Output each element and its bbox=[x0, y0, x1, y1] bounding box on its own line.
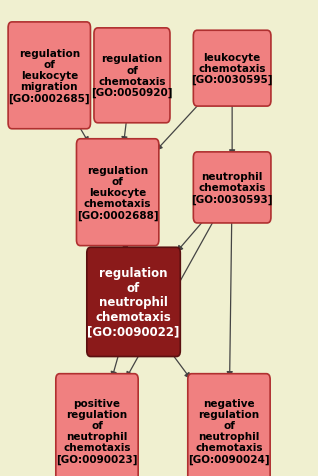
Text: regulation
of
leukocyte
migration
[GO:0002685]: regulation of leukocyte migration [GO:00… bbox=[9, 49, 90, 104]
Text: regulation
of
leukocyte
chemotaxis
[GO:0002688]: regulation of leukocyte chemotaxis [GO:0… bbox=[77, 165, 158, 220]
Text: leukocyte
chemotaxis
[GO:0030595]: leukocyte chemotaxis [GO:0030595] bbox=[191, 53, 273, 85]
Text: neutrophil
chemotaxis
[GO:0030593]: neutrophil chemotaxis [GO:0030593] bbox=[191, 172, 273, 204]
FancyBboxPatch shape bbox=[56, 374, 138, 476]
FancyBboxPatch shape bbox=[8, 23, 91, 129]
FancyBboxPatch shape bbox=[188, 374, 270, 476]
Text: negative
regulation
of
neutrophil
chemotaxis
[GO:0090024]: negative regulation of neutrophil chemot… bbox=[188, 398, 270, 464]
Text: regulation
of
neutrophil
chemotaxis
[GO:0090022]: regulation of neutrophil chemotaxis [GO:… bbox=[87, 267, 180, 337]
FancyBboxPatch shape bbox=[77, 139, 159, 246]
Text: positive
regulation
of
neutrophil
chemotaxis
[GO:0090023]: positive regulation of neutrophil chemot… bbox=[56, 398, 138, 464]
FancyBboxPatch shape bbox=[193, 152, 271, 224]
FancyBboxPatch shape bbox=[87, 248, 180, 357]
Text: regulation
of
chemotaxis
[GO:0050920]: regulation of chemotaxis [GO:0050920] bbox=[91, 54, 173, 98]
FancyBboxPatch shape bbox=[193, 31, 271, 107]
FancyBboxPatch shape bbox=[94, 29, 170, 124]
